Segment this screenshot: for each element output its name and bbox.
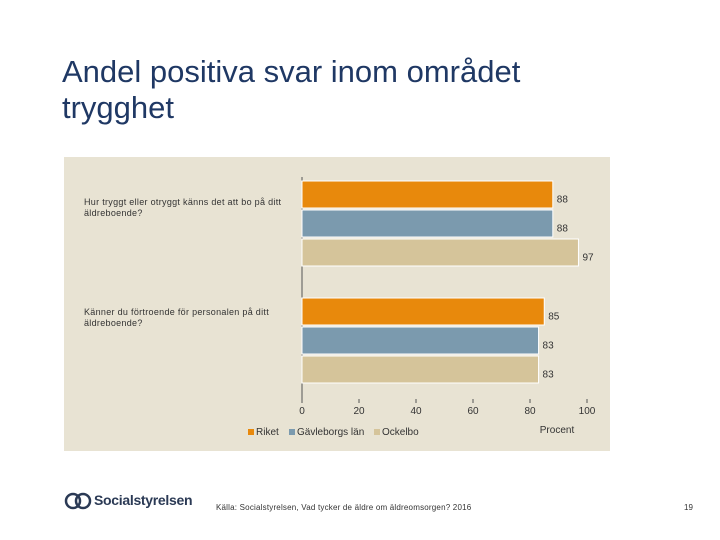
source-note: Källa: Socialstyrelsen, Vad tycker de äl… — [216, 503, 472, 512]
legend-label-1: Gävleborgs län — [297, 427, 364, 438]
bar-g-vleborgs-l-n-cat-0 — [301, 209, 554, 238]
data-label-1-1: 83 — [543, 341, 555, 352]
logo-icon — [64, 492, 92, 510]
legend-swatch-0 — [248, 429, 254, 435]
data-label-0-1: 85 — [548, 312, 560, 323]
legend-swatch-2 — [374, 429, 380, 435]
legend-label-0: Riket — [256, 427, 279, 438]
slide-title-line-1: Andel positiva svar inom området — [62, 54, 521, 89]
x-tick-label-5: 100 — [579, 406, 596, 417]
x-tick-label-3: 60 — [467, 406, 479, 417]
data-label-1-0: 88 — [557, 224, 569, 235]
legend-label-2: Ockelbo — [382, 427, 419, 438]
x-tick-label-1: 20 — [353, 406, 365, 417]
x-axis-title: Procent — [540, 425, 575, 436]
data-label-2-1: 83 — [543, 370, 555, 381]
x-tick-label-0: 0 — [299, 406, 305, 417]
slide-title-line-2: trygghet — [62, 90, 175, 125]
chart-panel: Hur tryggt eller otryggt känns det att b… — [64, 157, 610, 451]
page-number: 19 — [684, 503, 693, 512]
bar-g-vleborgs-l-n-cat-1 — [301, 326, 540, 355]
bar-ockelbo-cat-0 — [301, 238, 579, 267]
data-label-2-0: 97 — [582, 253, 594, 264]
x-tick-label-2: 40 — [410, 406, 422, 417]
category-label-1: Känner du förtroende för personalen på d… — [84, 307, 270, 328]
data-label-0-0: 88 — [557, 195, 569, 206]
slide-title: Andel positiva svar inom området trygghe… — [62, 54, 662, 126]
bar-ockelbo-cat-1 — [301, 355, 540, 384]
bar-riket-cat-0 — [301, 180, 554, 209]
category-label-0: Hur tryggt eller otryggt känns det att b… — [84, 197, 282, 218]
legend-swatch-1 — [289, 429, 295, 435]
bar-riket-cat-1 — [301, 297, 545, 326]
socialstyrelsen-logo: Socialstyrelsen — [64, 487, 193, 515]
bar-chart: 88 88 97 85 83 83 0 20 40 60 80 100 Procent Riket Gävl… — [248, 177, 596, 438]
logo-text: Socialstyrelsen — [94, 492, 193, 508]
x-tick-label-4: 80 — [524, 406, 536, 417]
